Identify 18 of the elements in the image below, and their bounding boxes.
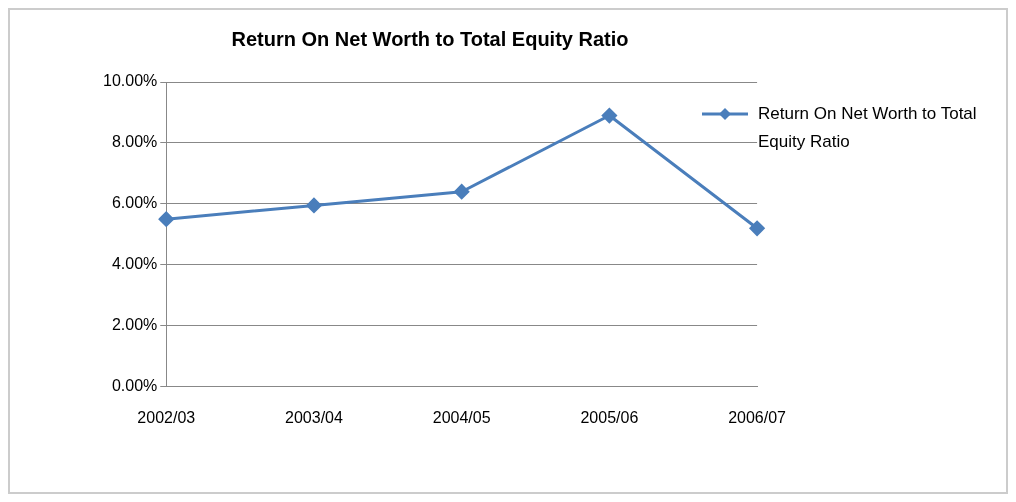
point <box>306 197 322 213</box>
x-tick-label: 2006/07 <box>728 408 787 426</box>
x-tick-label: 2002/03 <box>137 408 196 426</box>
x-tick-label: 2005/06 <box>580 408 639 426</box>
x-tick-label: 2004/05 <box>432 408 491 426</box>
y-tick-label: 10.00% <box>103 72 158 90</box>
point <box>158 211 174 227</box>
point <box>749 220 765 236</box>
y-tick-label: 6.00% <box>111 194 158 212</box>
x-tick-label: 2003/04 <box>285 408 343 426</box>
chart-title: Return On Net Worth to Total Equity Ratio <box>231 27 629 50</box>
y-tick-label: 8.00% <box>111 133 158 151</box>
legend-label: Return On Net Worth to Total Equity Ratio <box>758 103 978 153</box>
y-tick-label: 4.00% <box>111 255 158 273</box>
y-tick-label: 2.00% <box>111 316 158 334</box>
point <box>454 184 470 200</box>
point <box>601 108 617 124</box>
y-tick-label: 0.00% <box>111 377 158 395</box>
